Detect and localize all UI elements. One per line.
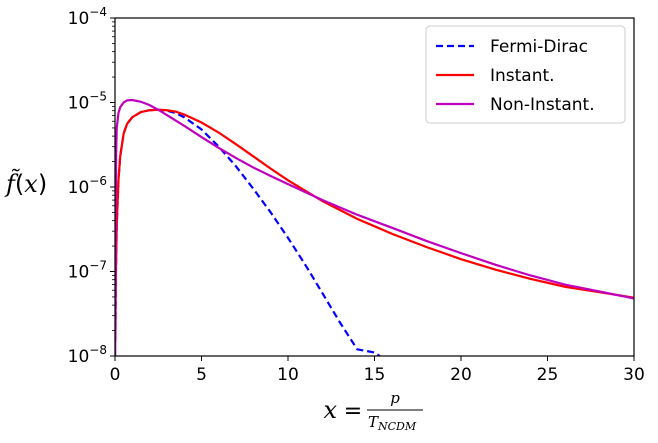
x-axis-label: x = p TNCDM (323, 389, 423, 433)
y-tick-label: 10−8 (68, 343, 107, 367)
axes-layer: 0 5 10 15 20 25 30 10−8 10−7 10−6 10−5 10−4 (68, 5, 645, 385)
x-label-numerator: p (390, 389, 400, 407)
series-line-instant (115, 108, 634, 342)
axis-labels: x = p TNCDM f̃(x) (4, 169, 423, 433)
x-label-eq: = (344, 399, 362, 424)
y-tick-label: 10−5 (68, 90, 107, 114)
x-tick-label: 10 (277, 365, 299, 385)
series-line-non-instant (115, 98, 634, 356)
x-tick-label: 25 (537, 365, 559, 385)
x-tick-label: 0 (110, 365, 121, 385)
y-tick-label: 10−4 (68, 5, 107, 29)
y-tick-label: 10−7 (68, 259, 107, 283)
x-tick-label: 5 (196, 365, 207, 385)
legend-box (425, 25, 626, 124)
y-axis-label: f̃(x) (4, 169, 47, 198)
legend-label: Fermi-Dirac (490, 37, 588, 57)
y-tick-label: 10−6 (68, 174, 107, 198)
x-tick-label: 15 (364, 365, 386, 385)
x-tick-label: 20 (450, 365, 472, 385)
x-label-denominator: TNCDM (368, 413, 417, 433)
x-label-lhs: x (323, 396, 337, 424)
series-layer (115, 98, 634, 356)
legend-label: Non-Instant. (490, 95, 595, 115)
x-tick-label: 30 (623, 365, 645, 385)
legend-label: Instant. (490, 66, 555, 86)
legend: Fermi-Dirac Instant. Non-Instant. (425, 25, 626, 124)
